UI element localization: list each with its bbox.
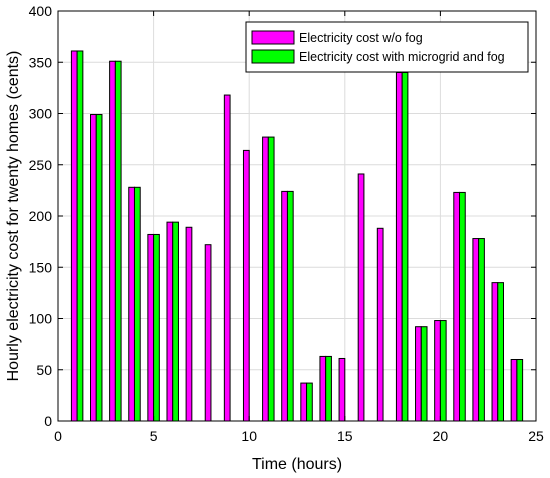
bar-series-0-hour-4 bbox=[128, 186, 135, 422]
bar-series-1-hour-2 bbox=[95, 114, 103, 422]
bar-series-1-hour-11 bbox=[267, 136, 275, 422]
bar-series-0-hour-14 bbox=[319, 355, 327, 422]
bar-series-0-hour-3 bbox=[109, 60, 116, 422]
bar-series-1-hour-14 bbox=[325, 355, 332, 422]
x-axis-label: Time (hours) bbox=[252, 456, 342, 473]
bar-series-1-hour-19 bbox=[420, 326, 428, 422]
bar-series-0-hour-5 bbox=[147, 233, 155, 422]
bar-series-1-hour-12 bbox=[286, 190, 294, 422]
bar-series-1-hour-22 bbox=[478, 238, 485, 422]
y-tick-label: 50 bbox=[36, 362, 52, 378]
bar-series-0-hour-17 bbox=[376, 227, 384, 422]
bar-series-1-hour-1 bbox=[76, 50, 84, 422]
x-tick-label: 5 bbox=[150, 428, 158, 444]
x-tick-label: 10 bbox=[241, 428, 257, 444]
bar-series-0-hour-8 bbox=[204, 244, 212, 422]
legend-swatch-without-fog bbox=[251, 30, 295, 45]
legend-swatch-microgrid-fog bbox=[251, 49, 295, 64]
bar-series-0-hour-21 bbox=[453, 191, 461, 422]
bar-series-1-hour-21 bbox=[459, 191, 466, 422]
bar-series-1-hour-13 bbox=[306, 382, 313, 422]
y-tick-label: 250 bbox=[29, 157, 53, 173]
y-tick-label: 400 bbox=[29, 3, 53, 19]
bar-series-0-hour-19 bbox=[415, 326, 422, 422]
bar-series-1-hour-5 bbox=[153, 233, 160, 422]
bar-series-0-hour-20 bbox=[434, 320, 441, 422]
x-tick-label: 0 bbox=[54, 428, 62, 444]
y-tick-label: 100 bbox=[29, 311, 53, 327]
bar-series-0-hour-9 bbox=[223, 94, 231, 422]
bar-series-1-hour-23 bbox=[497, 282, 504, 422]
x-tick-label: 20 bbox=[433, 428, 449, 444]
legend-label-microgrid-fog: Electricity cost with microgrid and fog bbox=[299, 50, 505, 64]
x-tick-label: 25 bbox=[528, 428, 544, 444]
y-tick-label: 150 bbox=[29, 259, 53, 275]
y-tick-label: 200 bbox=[29, 208, 53, 224]
bar-series-0-hour-11 bbox=[262, 136, 269, 422]
bar-series-0-hour-12 bbox=[281, 190, 288, 422]
y-tick-label: 0 bbox=[44, 413, 52, 429]
bar-series-0-hour-10 bbox=[242, 149, 250, 422]
bar-series-1-hour-24 bbox=[516, 359, 524, 422]
x-tick-label: 15 bbox=[337, 428, 353, 444]
y-tick-label: 300 bbox=[29, 106, 53, 122]
legend-box bbox=[245, 21, 529, 73]
legend-label-without-fog: Electricity cost w/o fog bbox=[299, 31, 423, 45]
bar-series-0-hour-16 bbox=[357, 173, 365, 422]
bar-series-1-hour-4 bbox=[133, 186, 141, 422]
bar-series-0-hour-18 bbox=[395, 72, 403, 422]
bar-series-0-hour-13 bbox=[300, 382, 308, 422]
bar-series-1-hour-3 bbox=[114, 60, 122, 422]
legend: Electricity cost w/o fog Electricity cos… bbox=[245, 21, 529, 73]
bar-series-0-hour-2 bbox=[90, 114, 97, 422]
bar-series-0-hour-24 bbox=[510, 359, 518, 422]
bar-series-0-hour-7 bbox=[185, 226, 193, 422]
y-axis-label: Hourly electricity cost for twenty homes… bbox=[5, 51, 22, 382]
bar-series-1-hour-18 bbox=[401, 72, 409, 422]
bar-series-1-hour-20 bbox=[439, 320, 447, 422]
bar-series-1-hour-6 bbox=[172, 221, 179, 422]
bar-series-0-hour-15 bbox=[338, 357, 346, 422]
bar-series-0-hour-22 bbox=[472, 238, 480, 422]
y-tick-label: 350 bbox=[29, 54, 53, 70]
bar-series-0-hour-23 bbox=[491, 282, 499, 422]
bar-series-0-hour-1 bbox=[70, 50, 78, 422]
bar-series-0-hour-6 bbox=[166, 221, 174, 422]
